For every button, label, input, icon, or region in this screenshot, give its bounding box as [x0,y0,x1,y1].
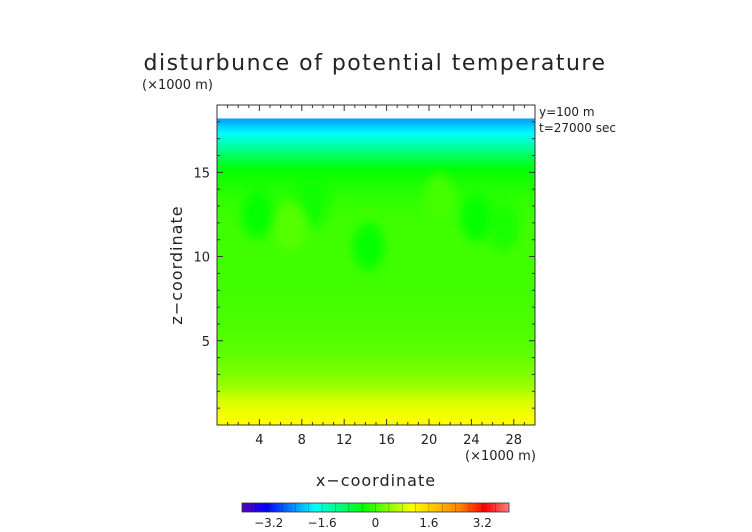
anomaly-group [241,173,520,271]
chart-title: disturbunce of potential temperature [144,51,607,76]
anomaly-blob [487,202,520,251]
colorbar: −3.2 −1.6 0 1.6 3.2 [241,502,510,530]
colorbar-tick-label: −3.2 [254,516,283,530]
z-tick-label: 15 [193,166,210,181]
z-tick-label: 10 [193,251,210,266]
colorbar-tick-label: −1.6 [308,516,337,530]
x-axis-title: x−coordinate [316,471,436,490]
anomaly-blob [460,193,493,242]
colorbar-tick-label: 0 [372,516,380,530]
x-tick-label: 28 [506,433,523,448]
anomaly-blob [352,222,385,271]
plot-area [217,118,535,425]
x-unit-label: (×1000 m) [465,449,536,464]
anomaly-blob [241,190,274,239]
anomaly-blob [423,173,456,222]
x-tick-label: 24 [463,433,480,448]
x-axis: 4 8 12 16 20 24 28 [227,105,525,448]
field-fill [217,118,535,425]
z-axis: 5 10 15 [193,121,535,409]
z-unit-label: (×1000 m) [142,78,213,93]
x-tick-label: 4 [255,433,263,448]
annotation-y: y=100 m [539,105,595,119]
colorbar-strip [241,502,510,513]
z-axis-title: z−coordinate [167,205,186,324]
x-tick-label: 20 [421,433,438,448]
x-tick-label: 12 [336,433,353,448]
colorbar-tick-label: 1.6 [419,516,438,530]
anomaly-blob [275,202,308,251]
annotation-t: t=27000 sec [539,121,616,135]
colorbar-tick-label: 3.2 [473,516,492,530]
z-tick-label: 5 [202,335,210,350]
x-tick-label: 8 [298,433,306,448]
x-tick-label: 16 [378,433,395,448]
